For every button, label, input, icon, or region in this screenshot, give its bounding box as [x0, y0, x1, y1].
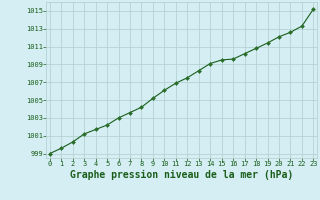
- X-axis label: Graphe pression niveau de la mer (hPa): Graphe pression niveau de la mer (hPa): [70, 170, 293, 180]
